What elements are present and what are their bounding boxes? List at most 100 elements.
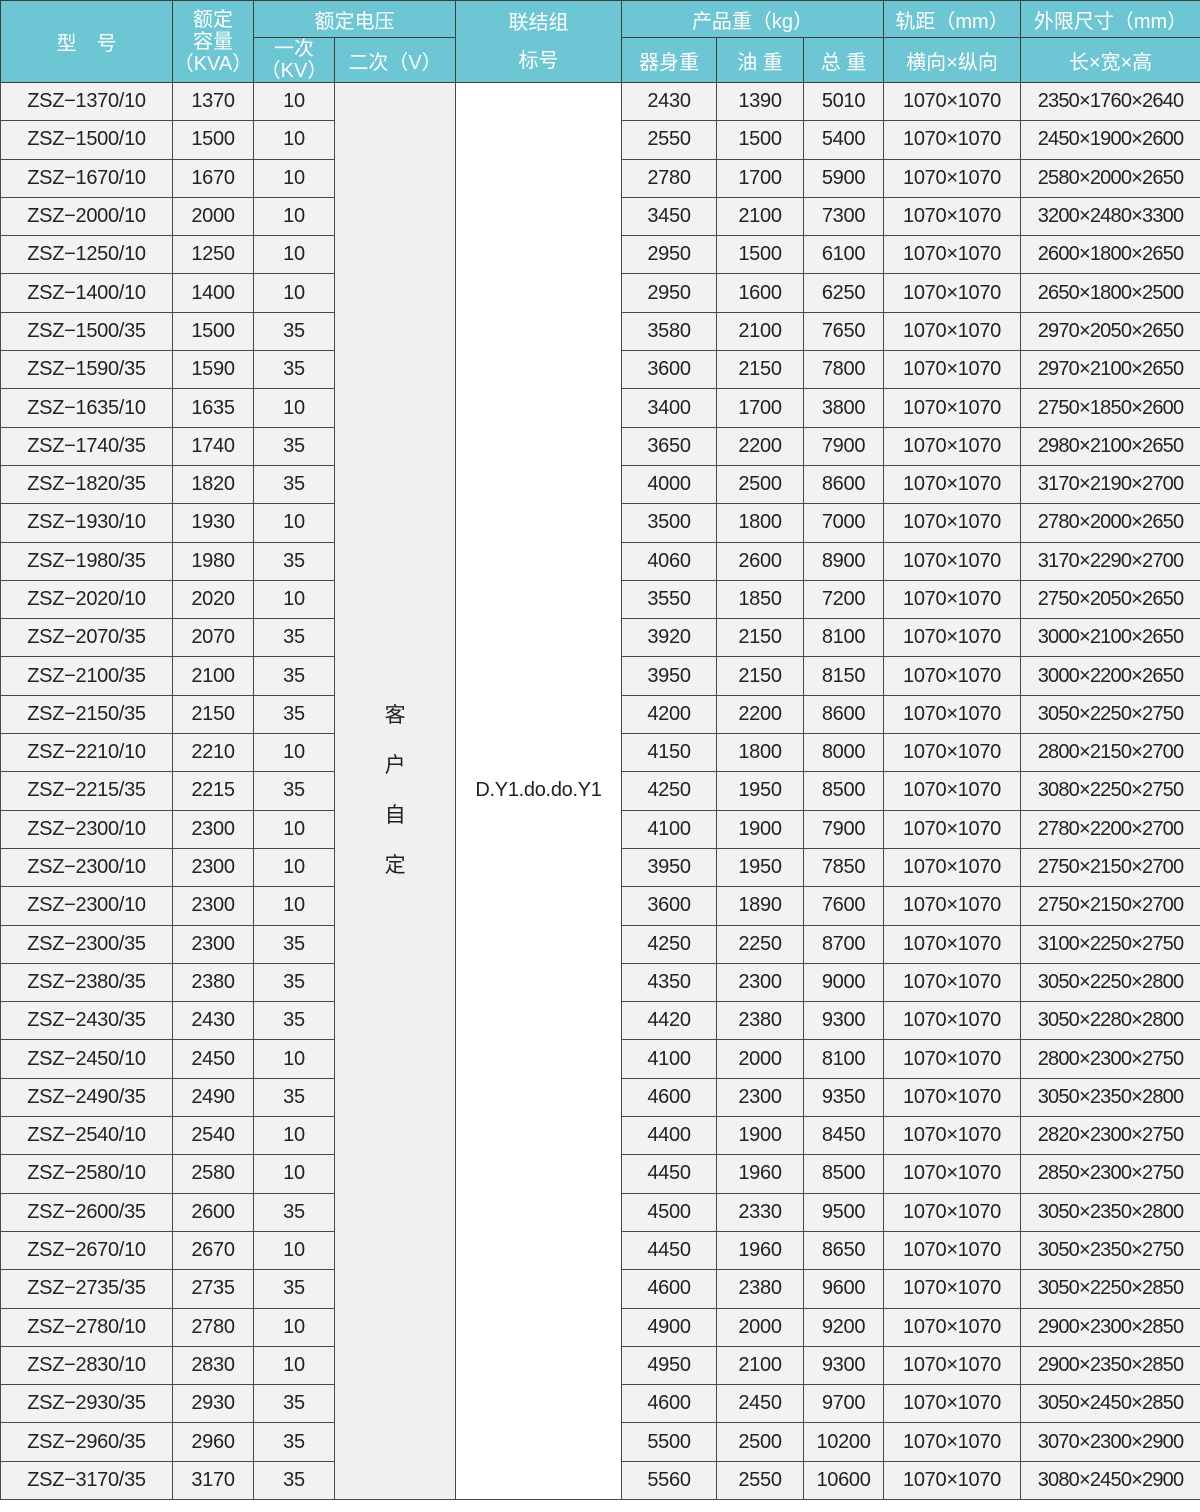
cell-primary-voltage: 10 xyxy=(253,503,335,543)
cell-gauge: 1070×1070 xyxy=(883,1307,1022,1347)
table-row: ZSZ−2300/10 2300 10 3950 1950 7850 1070×1070 27… xyxy=(0,847,1200,888)
cell-model: ZSZ−2300/10 xyxy=(0,809,173,849)
cell-dimensions: 2750×2150×2700 xyxy=(1020,886,1200,926)
cell-body-weight: 4100 xyxy=(621,1039,717,1079)
cell-total-weight: 8500 xyxy=(802,771,885,811)
cell-primary-voltage: 35 xyxy=(253,1192,335,1232)
cell-dimensions: 3000×2200×2650 xyxy=(1020,656,1200,696)
cell-primary-voltage: 10 xyxy=(253,1345,335,1386)
header-oil-weight: 油 重 xyxy=(716,37,804,83)
cell-oil-weight: 2100 xyxy=(716,1345,804,1386)
cell-oil-weight: 1700 xyxy=(716,158,804,198)
table-row: ZSZ−1370/10 1370 10 客户自定 D.Y1.do.do.Y1 2430 13… xyxy=(0,81,1200,1500)
cell-gauge: 1070×1070 xyxy=(883,503,1022,543)
cell-gauge: 1070×1070 xyxy=(883,1230,1022,1271)
cell-model: ZSZ−1500/35 xyxy=(0,311,173,352)
cell-dimensions: 2350×1760×2640 xyxy=(1020,81,1200,122)
cell-primary-voltage: 35 xyxy=(253,694,335,735)
cell-body-weight: 3650 xyxy=(621,426,717,466)
cell-gauge: 1070×1070 xyxy=(883,618,1022,658)
cell-primary-voltage: 10 xyxy=(253,81,335,122)
cell-model: ZSZ−2430/35 xyxy=(0,1001,173,1041)
cell-total-weight: 8500 xyxy=(802,1154,885,1194)
cell-body-weight: 4250 xyxy=(621,771,717,811)
cell-gauge: 1070×1070 xyxy=(883,579,1022,620)
cell-gauge: 1070×1070 xyxy=(883,235,1022,275)
cell-primary-voltage: 10 xyxy=(253,809,335,849)
cell-primary-voltage: 10 xyxy=(253,886,335,926)
cell-body-weight: 3950 xyxy=(621,656,717,696)
cell-oil-weight: 2000 xyxy=(716,1307,804,1347)
cell-body-weight: 4000 xyxy=(621,464,717,505)
cell-capacity: 2150 xyxy=(172,694,254,735)
cell-oil-weight: 2380 xyxy=(716,1001,804,1041)
cell-total-weight: 5010 xyxy=(802,81,885,122)
cell-gauge: 1070×1070 xyxy=(883,656,1022,696)
cell-total-weight: 7200 xyxy=(802,579,885,620)
header-primary-unit: （KV） xyxy=(260,60,328,82)
cell-dimensions: 2450×1900×2600 xyxy=(1020,120,1200,160)
cell-capacity: 1740 xyxy=(172,426,254,466)
cell-capacity: 1500 xyxy=(172,120,254,160)
cell-body-weight: 3580 xyxy=(621,311,717,352)
cell-total-weight: 8450 xyxy=(802,1116,885,1156)
cell-body-weight: 4600 xyxy=(621,1384,717,1424)
cell-capacity: 2490 xyxy=(172,1077,254,1118)
cell-body-weight: 5500 xyxy=(621,1422,717,1462)
cell-oil-weight: 2250 xyxy=(716,924,804,964)
cell-model: ZSZ−2600/35 xyxy=(0,1192,173,1232)
cell-body-weight: 3920 xyxy=(621,618,717,658)
cell-body-weight: 2550 xyxy=(621,120,717,160)
cell-dimensions: 2750×2150×2700 xyxy=(1020,847,1200,888)
cell-capacity: 2380 xyxy=(172,962,254,1003)
cell-capacity: 2215 xyxy=(172,771,254,811)
cell-primary-voltage: 10 xyxy=(253,1116,335,1156)
cell-primary-voltage: 35 xyxy=(253,464,335,505)
cell-gauge: 1070×1070 xyxy=(883,1269,1022,1309)
cell-capacity: 2300 xyxy=(172,847,254,888)
table-row: ZSZ−1250/10 1250 10 2950 1500 6100 1070×1070 26… xyxy=(0,235,1200,275)
cell-gauge: 1070×1070 xyxy=(883,1345,1022,1386)
cell-model: ZSZ−1400/10 xyxy=(0,273,173,313)
cell-gauge: 1070×1070 xyxy=(883,541,1022,581)
cell-total-weight: 7900 xyxy=(802,809,885,849)
table-row: ZSZ−2100/35 2100 35 3950 2150 8150 1070×1070 30… xyxy=(0,656,1200,696)
cell-oil-weight: 2100 xyxy=(716,311,804,352)
cell-body-weight: 4400 xyxy=(621,1116,717,1156)
cell-capacity: 1930 xyxy=(172,503,254,543)
header-gauge: 轨距（mm） xyxy=(883,0,1022,38)
cell-dimensions: 2820×2300×2750 xyxy=(1020,1116,1200,1156)
cell-total-weight: 7650 xyxy=(802,311,885,352)
cell-primary-voltage: 35 xyxy=(253,541,335,581)
cell-oil-weight: 1800 xyxy=(716,733,804,773)
table-row: ZSZ−1635/10 1635 10 3400 1700 3800 1070×1070 27… xyxy=(0,388,1200,428)
cell-dimensions: 3100×2250×2750 xyxy=(1020,924,1200,964)
cell-body-weight: 4950 xyxy=(621,1345,717,1386)
header-capacity-unit: （KVA） xyxy=(173,52,253,75)
cell-model: ZSZ−2960/35 xyxy=(0,1422,173,1462)
cell-total-weight: 8100 xyxy=(802,1039,885,1079)
cell-body-weight: 5560 xyxy=(621,1460,717,1500)
cell-model: ZSZ−2735/35 xyxy=(0,1269,173,1309)
cell-total-weight: 9700 xyxy=(802,1384,885,1424)
cell-capacity: 2070 xyxy=(172,618,254,658)
header-connection-line: 标号 xyxy=(518,49,559,72)
secondary-voltage-char: 户 xyxy=(384,753,406,777)
cell-body-weight: 4900 xyxy=(621,1307,717,1347)
cell-body-weight: 3500 xyxy=(621,503,717,543)
cell-capacity: 2830 xyxy=(172,1345,254,1386)
cell-total-weight: 10600 xyxy=(802,1460,885,1500)
cell-oil-weight: 1950 xyxy=(716,847,804,888)
cell-body-weight: 4600 xyxy=(621,1077,717,1118)
table-row: ZSZ−2960/35 2960 35 5500 2500 10200 1070×1070 3… xyxy=(0,1422,1200,1462)
cell-body-weight: 4420 xyxy=(621,1001,717,1041)
cell-total-weight: 7000 xyxy=(802,503,885,543)
cell-gauge: 1070×1070 xyxy=(883,886,1022,926)
cell-capacity: 2780 xyxy=(172,1307,254,1347)
cell-primary-voltage: 35 xyxy=(253,1077,335,1118)
secondary-voltage-cell: 客户自定 xyxy=(334,82,456,1500)
cell-oil-weight: 1960 xyxy=(716,1154,804,1194)
cell-gauge: 1070×1070 xyxy=(883,1422,1022,1462)
cell-capacity: 2000 xyxy=(172,196,254,237)
cell-oil-weight: 1900 xyxy=(716,809,804,849)
